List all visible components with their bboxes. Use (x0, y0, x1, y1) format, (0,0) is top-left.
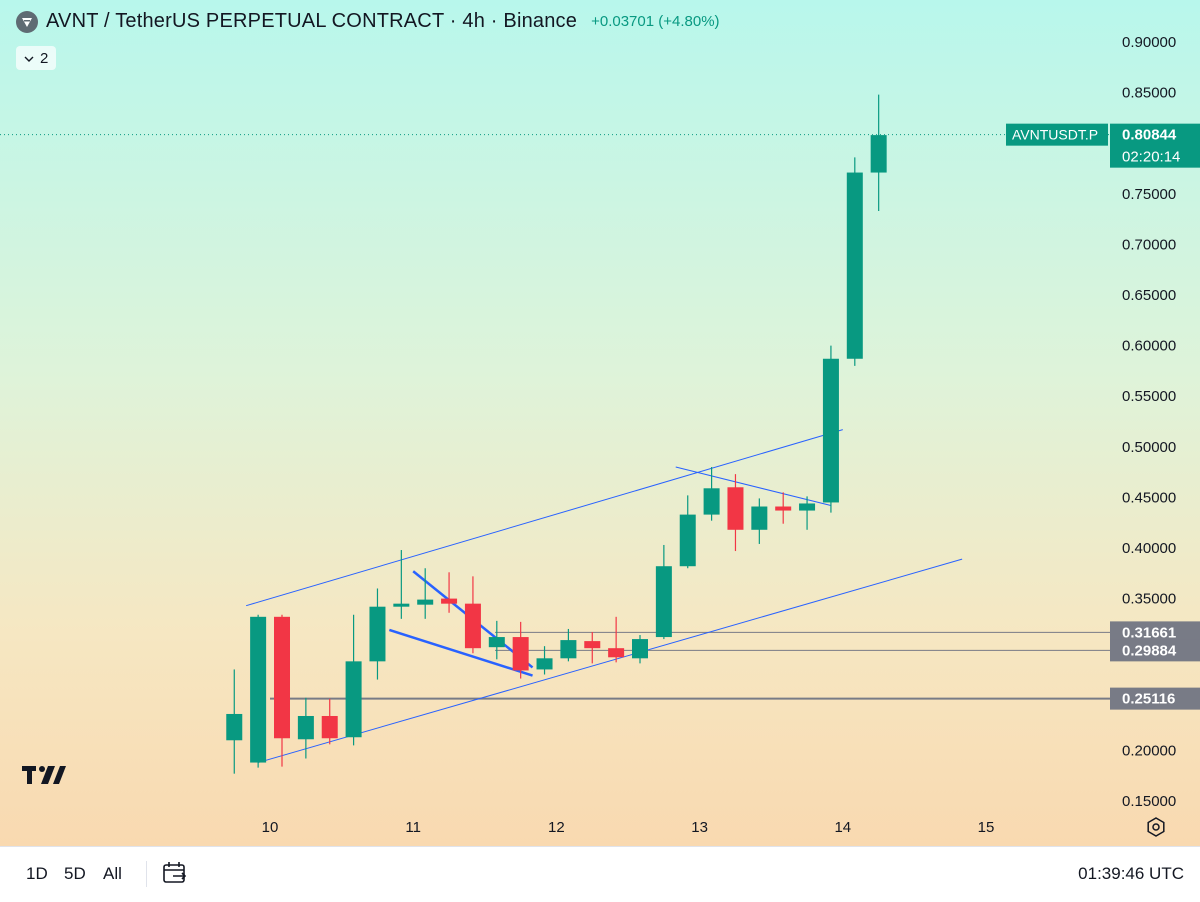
price-level-tag (1110, 621, 1200, 644)
indicators-toggle-button[interactable]: 2 (16, 46, 57, 70)
symbol-tag-label: AVNTUSDT.P (1012, 127, 1098, 143)
candlestick-chart[interactable]: 0.900000.850000.800000.750000.700000.650… (0, 0, 1200, 846)
candle-body (703, 488, 720, 515)
range-1d-button[interactable]: 1D (26, 864, 48, 883)
x-tick-label: 15 (978, 819, 995, 836)
candle-body (608, 648, 625, 658)
chart-header: AVNT / TetherUS PERPETUAL CONTRACT · 4h … (16, 10, 720, 33)
chart-area[interactable]: 0.900000.850000.800000.750000.700000.650… (0, 0, 1200, 846)
candle-body (512, 637, 529, 671)
candle-body (417, 599, 434, 605)
indicators-count: 2 (40, 49, 49, 67)
candle-body (441, 598, 458, 604)
candle-body (345, 661, 362, 738)
y-tick-label: 0.60000 (1122, 338, 1176, 355)
candle-body (727, 487, 744, 530)
y-tick-label: 0.90000 (1122, 34, 1176, 51)
candle-body (846, 172, 863, 359)
candle-body (822, 358, 839, 503)
candle-body (488, 637, 505, 648)
candle-body (321, 715, 338, 739)
candle-body (679, 514, 696, 567)
gear-icon[interactable] (1145, 816, 1167, 838)
y-tick-label: 0.35000 (1122, 591, 1176, 608)
price-level-tag (1110, 687, 1200, 710)
candle-body (799, 503, 816, 511)
y-tick-label: 0.75000 (1122, 186, 1176, 203)
y-tick-label: 0.15000 (1122, 793, 1176, 810)
y-tick-label: 0.45000 (1122, 489, 1176, 506)
candle-body (274, 616, 290, 739)
x-tick-label: 11 (405, 819, 421, 836)
candle-body (584, 641, 601, 649)
y-tick-label: 0.85000 (1122, 85, 1176, 102)
candle-body (250, 616, 267, 763)
candle-body (655, 566, 672, 638)
x-tick-label: 10 (262, 819, 279, 836)
y-tick-label: 0.70000 (1122, 236, 1176, 253)
y-tick-label: 0.20000 (1122, 742, 1176, 759)
last-price-label: 0.80844 (1122, 127, 1177, 144)
candle-body (775, 506, 792, 511)
tether-logo-icon (16, 10, 38, 33)
calendar-icon[interactable] (161, 859, 189, 887)
price-change: +0.03701 (+4.80%) (591, 13, 720, 30)
candle-body (751, 506, 768, 530)
last-price-tag (1110, 123, 1200, 168)
countdown-label: 02:20:14 (1122, 149, 1180, 166)
range-all-button[interactable]: All (103, 864, 122, 883)
x-tick-label: 13 (691, 819, 708, 836)
trendline-resistance-drop (675, 466, 831, 506)
symbol-tag (1006, 123, 1108, 146)
range-5d-button[interactable]: 5D (64, 864, 86, 883)
x-tick-label: 14 (834, 819, 851, 836)
candle-body (393, 603, 410, 607)
price-level-tag (1110, 639, 1200, 662)
chevron-down-icon (24, 50, 34, 67)
candle-body (369, 606, 386, 662)
x-tick-label: 12 (548, 819, 565, 836)
candle-body (464, 603, 481, 649)
utc-clock[interactable]: 01:39:46 UTC (1078, 864, 1184, 883)
candle-body (226, 713, 243, 741)
y-tick-label: 0.55000 (1122, 388, 1176, 405)
tradingview-logo-icon[interactable] (22, 764, 66, 793)
trendline-channel-upper (245, 429, 843, 607)
candle-body (297, 715, 314, 740)
candle-body (870, 135, 887, 173)
candle-body (560, 640, 577, 659)
y-tick-label: 0.40000 (1122, 540, 1176, 557)
y-tick-label: 0.65000 (1122, 287, 1176, 304)
toolbar-divider (146, 861, 147, 887)
price-level-label: 0.29884 (1122, 642, 1177, 659)
candle-body (632, 639, 648, 659)
price-level-label: 0.25116 (1122, 691, 1175, 708)
y-tick-label: 0.50000 (1122, 439, 1176, 456)
price-level-label: 0.31661 (1122, 624, 1176, 641)
trendline-wedge-lower (388, 628, 533, 677)
bottom-toolbar: 1D 5D All 01:39:46 UTC (0, 846, 1200, 902)
symbol-title[interactable]: AVNT / TetherUS PERPETUAL CONTRACT · 4h … (46, 10, 578, 32)
candle-body (536, 658, 553, 670)
trendline-channel-lower (257, 558, 963, 764)
